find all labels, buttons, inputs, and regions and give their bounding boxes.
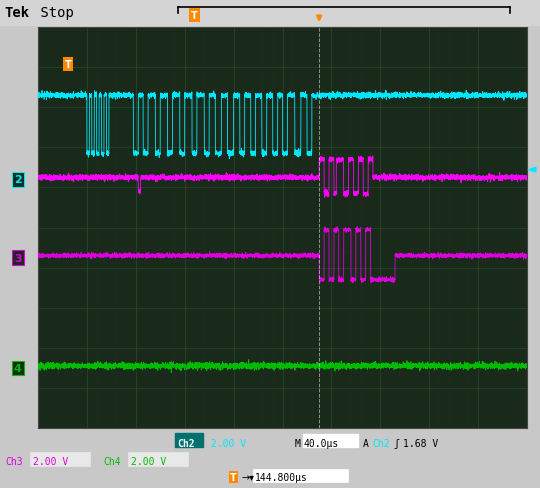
Text: ◄: ◄ [527,163,537,176]
Bar [30,452,90,466]
Text: Stop: Stop [32,6,74,20]
Text: 1.68 V: 1.68 V [403,438,438,448]
Text: T: T [191,11,198,21]
Text: 2.00 V: 2.00 V [33,456,68,466]
Text: 2.00 V: 2.00 V [205,438,246,448]
Text: 3: 3 [14,253,22,263]
Text: Tek: Tek [4,6,29,20]
Text: →▾: →▾ [241,472,254,482]
Bar [175,433,203,447]
Text: ʃ: ʃ [393,438,399,448]
Text: Ch3: Ch3 [5,456,23,466]
Text: Ch2: Ch2 [372,438,390,448]
Text: 2: 2 [14,175,22,185]
Bar [0,0,540,26]
Text: 144.800μs: 144.800μs [255,472,308,482]
Bar [253,469,348,482]
Text: M: M [295,438,301,448]
Text: T: T [230,472,237,482]
Text: A: A [363,438,369,448]
Text: T: T [65,60,71,70]
Text: 40.0μs: 40.0μs [304,438,339,448]
Text: Ch2: Ch2 [177,438,194,448]
Bar [303,434,358,447]
Text: 2.00 V: 2.00 V [131,456,166,466]
Bar [128,452,188,466]
Text: 4: 4 [14,363,22,373]
Text: Ch4: Ch4 [103,456,120,466]
